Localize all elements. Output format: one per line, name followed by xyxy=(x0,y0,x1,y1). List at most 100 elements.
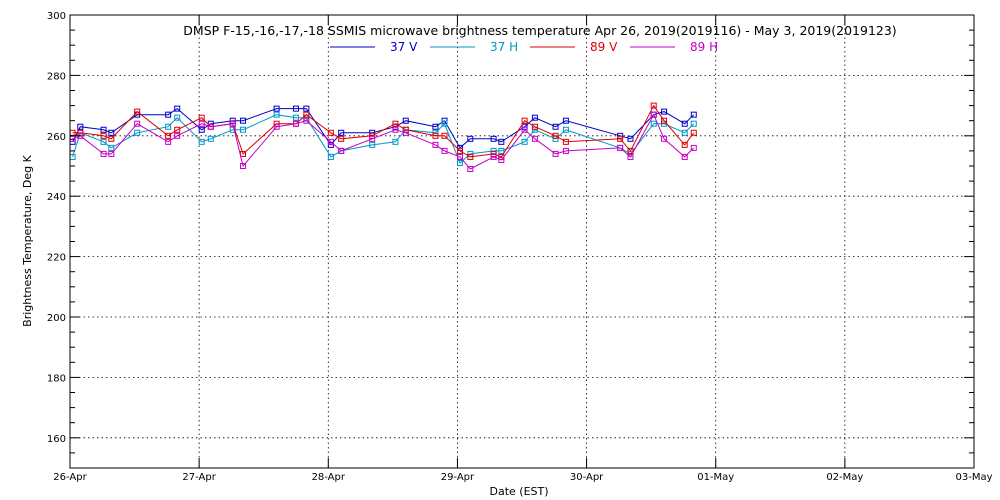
data-point xyxy=(134,129,141,136)
data-point xyxy=(562,126,569,133)
y-tick-label: 160 xyxy=(47,434,66,445)
data-point xyxy=(369,135,376,142)
data-point xyxy=(681,129,688,136)
axis-layer: 160 180 200 220 240 260 280 300 26-Apr 27-Apr 28-A… xyxy=(47,11,993,483)
data-point xyxy=(303,117,310,124)
data-point xyxy=(303,111,310,118)
data-point xyxy=(108,144,115,151)
x-tick-label: 01-May xyxy=(697,472,734,483)
y-tick-label: 280 xyxy=(47,71,66,82)
data-point xyxy=(293,105,299,112)
data-point xyxy=(392,138,399,145)
data-point xyxy=(100,138,107,145)
data-point xyxy=(198,138,205,145)
data-point xyxy=(273,123,280,130)
data-point xyxy=(108,135,115,142)
data-point xyxy=(690,111,697,118)
data-point xyxy=(338,135,345,142)
data-point xyxy=(627,147,634,154)
data-point xyxy=(441,147,448,154)
data-point xyxy=(303,105,310,112)
data-point xyxy=(531,126,538,133)
data-point xyxy=(627,153,634,160)
data-point xyxy=(69,138,76,145)
x-tick-label: 30-Apr xyxy=(570,472,604,483)
data-point xyxy=(650,111,657,118)
data-point xyxy=(661,108,668,115)
series-line xyxy=(72,104,695,158)
y-tick-label: 240 xyxy=(47,192,66,203)
data-point xyxy=(100,126,107,133)
data-point xyxy=(457,159,464,166)
data-point xyxy=(392,120,399,127)
y-tick-label: 180 xyxy=(47,373,66,384)
data-point xyxy=(327,129,334,136)
data-point xyxy=(165,132,172,139)
data-point xyxy=(552,123,559,130)
data-point xyxy=(457,147,464,154)
data-point xyxy=(174,126,181,133)
data-point xyxy=(229,120,236,127)
data-point xyxy=(134,108,141,115)
legend-label: 37 H xyxy=(490,40,518,54)
data-point xyxy=(661,117,668,124)
x-tick-label: 28-Apr xyxy=(312,472,346,483)
y-tick-label: 200 xyxy=(47,313,66,324)
x-axis-title: Date (EST) xyxy=(489,485,548,498)
data-point xyxy=(100,132,107,139)
data-point xyxy=(369,141,376,148)
data-point xyxy=(198,114,205,121)
data-point xyxy=(467,166,474,173)
data-point xyxy=(327,138,334,145)
data-point xyxy=(134,120,141,127)
data-point xyxy=(498,147,505,154)
data-point xyxy=(617,135,624,142)
data-point xyxy=(198,120,205,127)
data-point xyxy=(617,144,624,151)
data-point xyxy=(490,153,497,160)
data-point xyxy=(562,147,569,154)
data-point xyxy=(273,111,280,118)
y-tick-label: 300 xyxy=(47,11,66,22)
series-line xyxy=(72,114,695,164)
series-89-h xyxy=(69,111,697,173)
data-point xyxy=(207,123,214,130)
x-tick-label: 03-May xyxy=(955,472,992,483)
data-point xyxy=(661,135,668,142)
data-point xyxy=(174,114,181,121)
x-tick-label: 29-Apr xyxy=(441,472,475,483)
data-point xyxy=(338,147,345,154)
data-point xyxy=(650,102,657,109)
data-point xyxy=(531,114,538,121)
data-point xyxy=(432,141,439,148)
data-point xyxy=(498,156,505,163)
plot-frame xyxy=(69,14,975,469)
data-point xyxy=(108,150,115,157)
data-point xyxy=(273,105,280,112)
data-point xyxy=(402,129,409,136)
data-point xyxy=(240,126,247,133)
series-layer xyxy=(69,102,697,173)
data-point xyxy=(432,132,439,139)
data-point xyxy=(467,135,474,142)
data-point xyxy=(490,135,497,142)
data-point xyxy=(338,129,345,136)
legend-label: 89 V xyxy=(590,40,618,54)
data-point xyxy=(627,135,634,142)
data-point xyxy=(165,123,172,130)
data-point xyxy=(100,150,107,157)
data-point xyxy=(240,163,247,169)
x-tick-label: 27-Apr xyxy=(182,472,216,483)
data-point xyxy=(521,126,528,133)
data-point xyxy=(562,138,569,145)
data-point xyxy=(198,126,205,133)
data-point xyxy=(521,117,528,124)
data-point xyxy=(293,114,299,121)
data-point xyxy=(432,123,439,130)
legend-label: 37 V xyxy=(390,40,418,54)
data-point xyxy=(174,105,181,112)
series-line xyxy=(72,113,695,170)
data-point xyxy=(165,138,172,145)
data-point xyxy=(681,153,688,160)
